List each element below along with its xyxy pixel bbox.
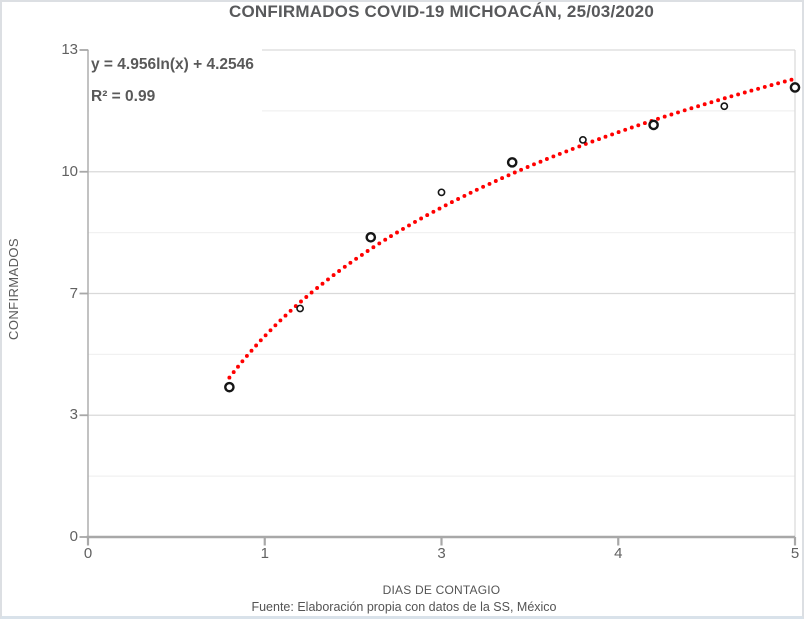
x-tick-label-3: 3 xyxy=(437,545,446,562)
y-tick-label-7: 7 xyxy=(69,284,78,302)
y-tick-label-0: 0 xyxy=(69,528,78,545)
x-tick-label-0: 0 xyxy=(83,545,93,562)
r-squared-text: R² = 0.99 xyxy=(91,88,156,105)
x-tick-label-4: 4 xyxy=(614,545,623,562)
y-tick-label-3: 3 xyxy=(69,406,78,424)
trendline-equation-text: y = 4.956ln(x) + 4.2546 xyxy=(91,56,254,73)
y-tick-label-13: 13 xyxy=(61,41,78,58)
trendline-equation-box: y = 4.956ln(x) + 4.2546 R² = 0.99 xyxy=(89,48,262,116)
chart-title: CONFIRMADOS COVID-19 MICHOACÁN, 25/03/20… xyxy=(229,2,654,21)
x-axis-title: DIAS DE CONTAGIO xyxy=(382,583,501,597)
source-note: Fuente: Elaboración propia con datos de … xyxy=(251,600,557,614)
y-tick-label-10: 10 xyxy=(61,162,78,180)
x-tick-label-5: 5 xyxy=(790,545,800,562)
x-tick-label-1: 1 xyxy=(260,545,269,562)
